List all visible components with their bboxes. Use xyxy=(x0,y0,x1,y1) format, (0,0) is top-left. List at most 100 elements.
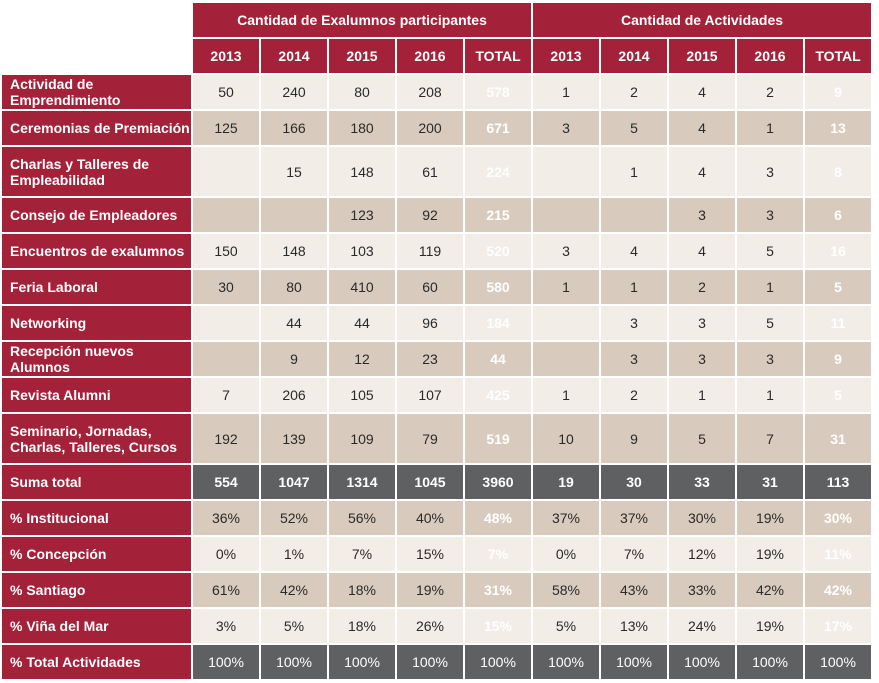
value-cell: 7 xyxy=(737,414,803,463)
value-cell: 103 xyxy=(329,234,395,268)
value-cell: 2 xyxy=(737,75,803,109)
value-cell: 100% xyxy=(669,645,735,679)
table-row: % Viña del Mar 3% 5% 18% 26% 15% 5% 13% 24% 19% 17… xyxy=(2,609,871,643)
total-cell: 224 xyxy=(465,147,531,196)
value-cell: 5 xyxy=(601,111,667,145)
total-cell: 9 xyxy=(805,342,871,376)
value-cell: 1 xyxy=(737,270,803,304)
total-cell: 6 xyxy=(805,198,871,232)
value-cell: 3 xyxy=(533,111,599,145)
value-cell: 9 xyxy=(601,414,667,463)
table-row: Suma total 554 1047 1314 1045 3960 19 30 33 31 113 xyxy=(2,465,871,499)
value-cell: 19% xyxy=(737,501,803,535)
value-cell: 1 xyxy=(533,270,599,304)
value-cell: 33 xyxy=(669,465,735,499)
value-cell: 60 xyxy=(397,270,463,304)
value-cell: 1314 xyxy=(329,465,395,499)
value-cell: 3 xyxy=(601,306,667,340)
value-cell: 5% xyxy=(533,609,599,643)
row-label: Encuentros de exalumnos xyxy=(2,234,191,268)
row-label: % Santiago xyxy=(2,573,191,607)
year-header: 2015 xyxy=(669,39,735,73)
value-cell: 554 xyxy=(193,465,259,499)
value-cell: 1% xyxy=(261,537,327,571)
value-cell: 18% xyxy=(329,609,395,643)
value-cell: 3 xyxy=(669,306,735,340)
value-cell: 1047 xyxy=(261,465,327,499)
value-cell: 4 xyxy=(669,234,735,268)
value-cell: 80 xyxy=(261,270,327,304)
total-cell: 580 xyxy=(465,270,531,304)
table-row: % Concepción 0% 1% 7% 15% 7% 0% 7% 12% 19% 11% xyxy=(2,537,871,571)
table-row: Charlas y Talleres de Empleabilidad 15 148… xyxy=(2,147,871,196)
value-cell: 3 xyxy=(737,342,803,376)
value-cell: 5 xyxy=(669,414,735,463)
value-cell: 61% xyxy=(193,573,259,607)
table-row: Ceremonias de Premiación 125 166 180 200 671 3… xyxy=(2,111,871,145)
table-row: Networking 44 44 96 184 3 3 5 11 xyxy=(2,306,871,340)
value-cell: 100% xyxy=(533,645,599,679)
total-cell: 48% xyxy=(465,501,531,535)
value-cell: 40% xyxy=(397,501,463,535)
value-cell: 180 xyxy=(329,111,395,145)
table-row: Actividad de Emprendimiento 50 240 80 208 578… xyxy=(2,75,871,109)
table-row: % Institucional 36% 52% 56% 40% 48% 37% 37% 30% 1… xyxy=(2,501,871,535)
total-cell: 11 xyxy=(805,306,871,340)
value-cell: 200 xyxy=(397,111,463,145)
total-cell: 31% xyxy=(465,573,531,607)
value-cell: 109 xyxy=(329,414,395,463)
value-cell: 96 xyxy=(397,306,463,340)
value-cell: 5 xyxy=(737,306,803,340)
value-cell: 30 xyxy=(601,465,667,499)
value-cell: 4 xyxy=(669,111,735,145)
value-cell: 7% xyxy=(329,537,395,571)
value-cell: 2 xyxy=(669,270,735,304)
value-cell: 13% xyxy=(601,609,667,643)
year-header: 2013 xyxy=(533,39,599,73)
value-cell: 4 xyxy=(601,234,667,268)
value-cell: 166 xyxy=(261,111,327,145)
total-cell: 520 xyxy=(465,234,531,268)
value-cell: 26% xyxy=(397,609,463,643)
total-cell: 17% xyxy=(805,609,871,643)
value-cell: 5 xyxy=(737,234,803,268)
row-label: Feria Laboral xyxy=(2,270,191,304)
total-cell: 5 xyxy=(805,270,871,304)
value-cell xyxy=(533,342,599,376)
total-cell: 13 xyxy=(805,111,871,145)
value-cell: 7% xyxy=(601,537,667,571)
table-row: Revista Alumni 7 206 105 107 425 1 2 1 1 5 xyxy=(2,378,871,412)
value-cell: 3 xyxy=(737,147,803,196)
value-cell: 24% xyxy=(669,609,735,643)
table-row: Recepción nuevos Alumnos 9 12 23 44 3 3 3 9 xyxy=(2,342,871,376)
value-cell: 4 xyxy=(669,75,735,109)
table-row: % Santiago 61% 42% 18% 19% 31% 58% 43% 33% 42% 42% xyxy=(2,573,871,607)
value-cell: 1045 xyxy=(397,465,463,499)
value-cell: 42% xyxy=(737,573,803,607)
row-label: Networking xyxy=(2,306,191,340)
total-cell: 671 xyxy=(465,111,531,145)
value-cell: 12 xyxy=(329,342,395,376)
row-label: Consejo de Empleadores xyxy=(2,198,191,232)
value-cell xyxy=(193,198,259,232)
value-cell: 31 xyxy=(737,465,803,499)
value-cell: 107 xyxy=(397,378,463,412)
value-cell xyxy=(193,306,259,340)
total-cell: 7% xyxy=(465,537,531,571)
value-cell xyxy=(533,147,599,196)
table-row: Feria Laboral 30 80 410 60 580 1 1 2 1 5 xyxy=(2,270,871,304)
value-cell xyxy=(533,198,599,232)
group-header-actividades: Cantidad de Actividades xyxy=(533,3,871,37)
value-cell: 30% xyxy=(669,501,735,535)
row-label: Revista Alumni xyxy=(2,378,191,412)
value-cell: 92 xyxy=(397,198,463,232)
value-cell: 3 xyxy=(601,342,667,376)
value-cell xyxy=(261,198,327,232)
value-cell: 43% xyxy=(601,573,667,607)
total-cell: 215 xyxy=(465,198,531,232)
row-label: Suma total xyxy=(2,465,191,499)
value-cell: 80 xyxy=(329,75,395,109)
value-cell: 18% xyxy=(329,573,395,607)
value-cell: 44 xyxy=(261,306,327,340)
